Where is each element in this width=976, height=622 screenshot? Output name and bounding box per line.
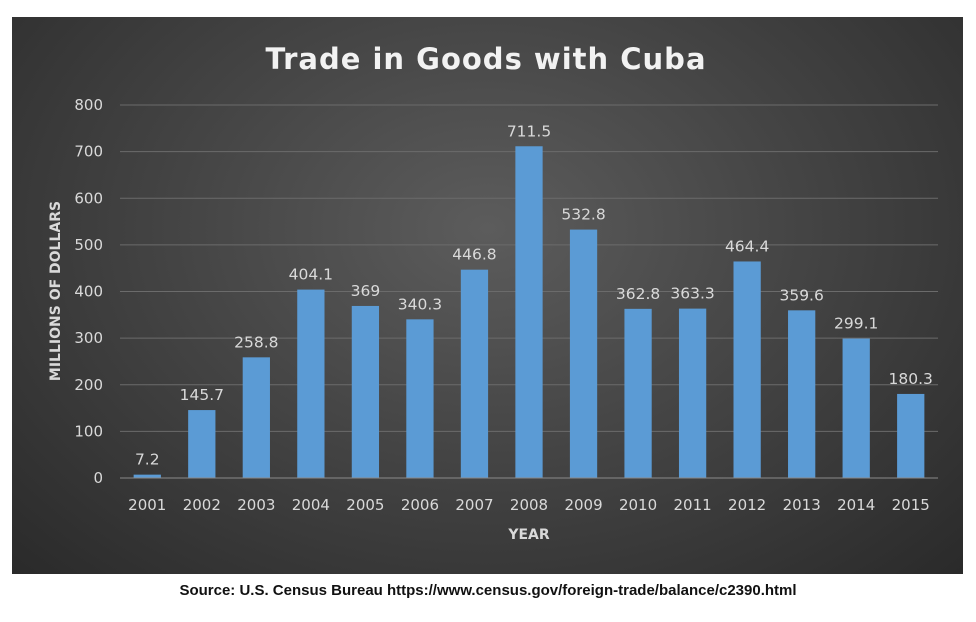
y-tick-label: 100 bbox=[74, 422, 103, 440]
bar bbox=[733, 261, 761, 478]
y-tick-label: 300 bbox=[74, 329, 103, 347]
bar bbox=[188, 410, 216, 478]
bar bbox=[242, 357, 270, 478]
data-label: 363.3 bbox=[670, 285, 714, 303]
chart-title: Trade in Goods with Cuba bbox=[265, 42, 706, 76]
bar bbox=[897, 393, 925, 478]
bar bbox=[351, 305, 380, 478]
data-label: 180.3 bbox=[889, 370, 933, 388]
data-label: 711.5 bbox=[507, 122, 551, 140]
x-tick-label: 2003 bbox=[237, 496, 275, 514]
x-tick-label: 2002 bbox=[183, 496, 221, 514]
data-label: 258.8 bbox=[234, 333, 278, 351]
data-label: 369 bbox=[351, 282, 381, 300]
x-tick-label: 2001 bbox=[128, 496, 166, 514]
data-label: 446.8 bbox=[452, 246, 496, 264]
bar bbox=[297, 289, 325, 478]
x-tick-label: 2013 bbox=[783, 496, 821, 514]
source-note: Source: U.S. Census Bureau https://www.c… bbox=[179, 582, 797, 599]
bar bbox=[842, 338, 870, 478]
bar bbox=[515, 146, 543, 478]
x-tick-label: 2008 bbox=[510, 496, 548, 514]
x-tick-label: 2009 bbox=[564, 496, 602, 514]
bar bbox=[678, 308, 707, 478]
x-tick-label: 2006 bbox=[401, 496, 439, 514]
x-tick-label: 2004 bbox=[292, 496, 330, 514]
bar bbox=[133, 474, 161, 478]
bar bbox=[460, 269, 489, 478]
y-tick-label: 700 bbox=[74, 143, 103, 161]
x-tick-label: 2007 bbox=[455, 496, 493, 514]
data-label: 7.2 bbox=[135, 451, 160, 469]
x-tick-label: 2015 bbox=[892, 496, 930, 514]
data-label: 340.3 bbox=[398, 295, 442, 313]
data-label: 359.6 bbox=[779, 286, 823, 304]
y-tick-label: 600 bbox=[74, 189, 103, 207]
y-tick-label: 200 bbox=[74, 376, 103, 394]
x-tick-label: 2012 bbox=[728, 496, 766, 514]
y-axis-label: MILLIONS OF DOLLARS bbox=[48, 201, 64, 381]
data-label: 145.7 bbox=[180, 386, 224, 404]
data-label: 404.1 bbox=[289, 266, 333, 284]
data-label: 362.8 bbox=[616, 285, 660, 303]
data-label: 464.4 bbox=[725, 237, 769, 255]
y-axis-ticks: 0 100 200 300 400 500 600 700 800 bbox=[74, 96, 103, 487]
x-tick-label: 2005 bbox=[346, 496, 384, 514]
y-tick-label: 0 bbox=[93, 469, 103, 487]
data-labels: 7.2 145.7 258.8 404.1 369 340.3 446.8 711.5 532.… bbox=[135, 122, 933, 468]
x-tick-label: 2011 bbox=[674, 496, 712, 514]
y-tick-label: 500 bbox=[74, 236, 103, 254]
x-axis-ticks: 2001 2002 2003 2004 2005 2006 2007 2008 2009 2010… bbox=[128, 496, 930, 514]
bar bbox=[788, 310, 816, 478]
bar bbox=[624, 308, 652, 478]
bar bbox=[406, 319, 434, 478]
data-label: 299.1 bbox=[834, 315, 878, 333]
data-label: 532.8 bbox=[561, 206, 605, 224]
x-tick-label: 2010 bbox=[619, 496, 657, 514]
x-axis-label: YEAR bbox=[507, 527, 550, 543]
y-tick-label: 800 bbox=[74, 96, 103, 114]
x-tick-label: 2014 bbox=[837, 496, 875, 514]
y-tick-label: 400 bbox=[74, 283, 103, 301]
bars bbox=[133, 146, 925, 478]
bar bbox=[569, 229, 598, 478]
